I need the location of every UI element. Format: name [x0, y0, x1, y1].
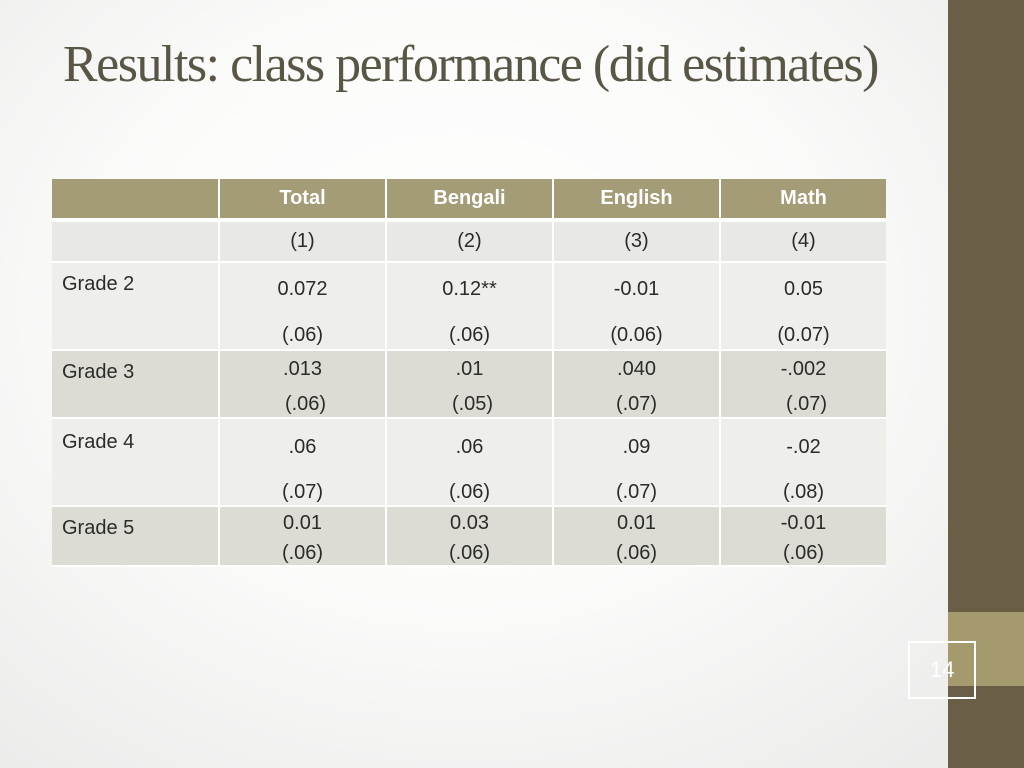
standard-error: (.07) [615, 393, 658, 415]
data-cell: -0.01 (.06) [720, 506, 886, 567]
data-cell: .040 (.07) [553, 350, 721, 419]
standard-error: (.06) [284, 393, 327, 415]
estimate-value: 0.05 [784, 278, 823, 300]
standard-error: (.06) [448, 324, 491, 346]
sidebar-accent-band [948, 612, 1024, 686]
standard-error: (0.06) [610, 324, 663, 346]
standard-error: (.07) [785, 393, 828, 415]
column-number-row: (1) (2) (3) (4) [52, 220, 886, 263]
estimate-value: .09 [622, 436, 651, 458]
column-number: (3) [553, 220, 721, 263]
estimate-value: .013 [283, 358, 322, 380]
data-cell: 0.01 (.06) [553, 506, 721, 567]
column-number: (1) [219, 220, 387, 263]
header-empty-cell [52, 179, 220, 222]
data-cell: -.02 (.08) [720, 418, 886, 507]
standard-error: (.07) [615, 481, 658, 503]
estimate-value: -0.01 [780, 512, 827, 534]
standard-error: (.06) [615, 542, 658, 564]
data-cell: .01 (.05) [386, 350, 554, 419]
data-cell: 0.05 (0.07) [720, 262, 886, 351]
estimate-value: .01 [455, 358, 484, 380]
estimate-value: -0.01 [613, 278, 660, 300]
column-number: (2) [386, 220, 554, 263]
standard-error: (.08) [782, 481, 825, 503]
data-cell: 0.03 (.06) [386, 506, 554, 567]
data-cell: 0.01 (.06) [219, 506, 387, 567]
estimate-value: .06 [455, 436, 484, 458]
table-row-grade-2: Grade 2 0.072 (.06) 0.12** (.06) -0.01 (0.0… [52, 262, 886, 351]
estimate-value: 0.03 [450, 512, 489, 534]
data-cell: .06 (.06) [386, 418, 554, 507]
standard-error: (.06) [782, 542, 825, 564]
data-cell: -.002 (.07) [720, 350, 886, 419]
slide-title: Results: class performance (did estimate… [63, 36, 879, 93]
standard-error: (.07) [281, 481, 324, 503]
page-number: 14 [930, 657, 955, 682]
standard-error: (.06) [281, 542, 324, 564]
results-table: Total Bengali English Math (1) (2) (3) (… [52, 179, 886, 567]
data-cell: 0.12** (.06) [386, 262, 554, 351]
data-cell: .06 (.07) [219, 418, 387, 507]
estimate-value: .040 [617, 358, 656, 380]
standard-error: (.06) [281, 324, 324, 346]
row-label: Grade 5 [52, 506, 220, 567]
page-number-frame [908, 641, 976, 699]
column-header: Math [720, 179, 886, 222]
standard-error: (.05) [451, 393, 494, 415]
data-cell: -0.01 (0.06) [553, 262, 721, 351]
table-row-grade-4: Grade 4 .06 (.07) .06 (.06) .09 (.07) -.02 (… [52, 418, 886, 507]
estimate-value: 0.01 [283, 512, 322, 534]
row-label: Grade 2 [52, 262, 220, 351]
estimate-value: 0.01 [617, 512, 656, 534]
data-cell: 0.072 (.06) [219, 262, 387, 351]
column-number: (4) [720, 220, 886, 263]
table-header-row: Total Bengali English Math [52, 179, 886, 222]
data-cell: .013 (.06) [219, 350, 387, 419]
standard-error: (.06) [448, 542, 491, 564]
column-header: Bengali [386, 179, 554, 222]
column-header: English [553, 179, 721, 222]
standard-error: (0.07) [777, 324, 830, 346]
estimate-value: -.002 [780, 358, 827, 380]
estimate-value: 0.072 [277, 278, 328, 300]
number-empty-cell [52, 220, 220, 263]
table-row-grade-5: Grade 5 0.01 (.06) 0.03 (.06) 0.01 (.06) -0… [52, 506, 886, 567]
estimate-value: -.02 [786, 436, 821, 458]
data-cell: .09 (.07) [553, 418, 721, 507]
row-label: Grade 4 [52, 418, 220, 507]
row-label: Grade 3 [52, 350, 220, 419]
table-row-grade-3: Grade 3 .013 (.06) .01 (.05) .040 (.07) -.0… [52, 350, 886, 419]
standard-error: (.06) [448, 481, 491, 503]
estimate-value: 0.12** [442, 278, 497, 300]
estimate-value: .06 [288, 436, 317, 458]
column-header: Total [219, 179, 387, 222]
